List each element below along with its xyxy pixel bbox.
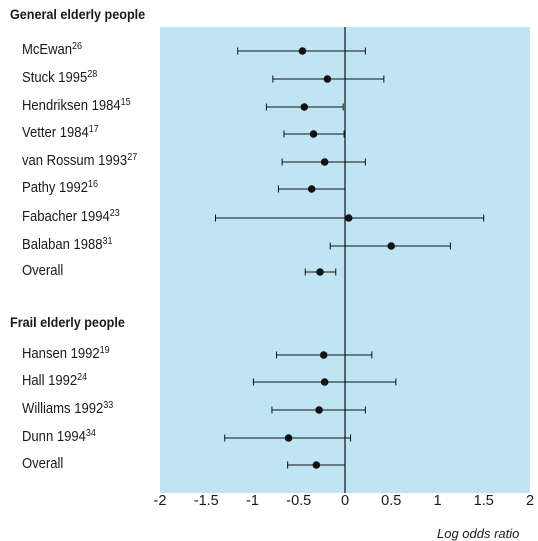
- study-label: Hansen 199219: [22, 345, 110, 363]
- point-estimate: [320, 158, 329, 166]
- study-reference: 24: [77, 372, 88, 383]
- x-tick-label: -2: [153, 493, 167, 509]
- x-tick-label: -1.5: [193, 493, 219, 509]
- study-reference: 23: [109, 208, 120, 219]
- point-estimate: [316, 268, 324, 276]
- study-reference: 34: [85, 428, 96, 439]
- x-tick-label: 1: [433, 493, 442, 509]
- study-label: McEwan26: [22, 41, 83, 59]
- group-heading: Frail elderly people: [10, 314, 125, 330]
- study-label: Vetter 198417: [22, 124, 99, 142]
- study-label: Dunn 199434: [22, 428, 96, 446]
- study-reference: 28: [87, 69, 98, 80]
- study-reference: 17: [88, 124, 99, 135]
- point-estimate: [344, 214, 353, 222]
- study-label: Pathy 199216: [22, 179, 99, 197]
- x-tick-label: -1: [246, 493, 259, 509]
- point-estimate: [315, 406, 323, 414]
- point-estimate: [284, 434, 293, 442]
- point-estimate: [323, 75, 332, 83]
- study-reference: 16: [88, 179, 99, 190]
- point-estimate: [387, 242, 396, 250]
- x-tick-label: 0.5: [381, 493, 402, 509]
- x-axis-label: Log odds ratio: [437, 526, 520, 541]
- x-tick-label: -0.5: [286, 493, 312, 509]
- study-label: Fabacher 199423: [22, 208, 120, 226]
- x-tick-label: 2: [525, 493, 535, 509]
- group-heading: General elderly people: [10, 6, 146, 22]
- study-label: Hall 199224: [22, 372, 88, 390]
- study-label: Overall: [22, 456, 64, 472]
- x-tick-label: 1.5: [473, 493, 494, 509]
- study-label: Overall: [22, 263, 64, 279]
- study-label: Hendriksen 198415: [22, 97, 131, 115]
- study-label: Stuck 199528: [22, 69, 98, 87]
- point-estimate: [320, 378, 329, 386]
- study-reference: 31: [102, 236, 113, 247]
- point-estimate: [319, 351, 328, 359]
- x-tick-label: 0: [340, 493, 350, 509]
- point-estimate: [300, 103, 309, 111]
- study-reference: 15: [120, 97, 131, 108]
- point-estimate: [309, 130, 318, 138]
- study-reference: 33: [103, 400, 114, 411]
- study-label: Williams 199233: [22, 400, 114, 418]
- point-estimate: [298, 47, 307, 55]
- study-label: van Rossum 199327: [22, 152, 138, 170]
- study-reference: 27: [127, 152, 138, 163]
- point-estimate: [307, 185, 316, 193]
- point-estimate: [312, 461, 321, 469]
- study-reference: 26: [72, 41, 83, 52]
- study-reference: 19: [99, 345, 110, 356]
- study-label: Balaban 198831: [22, 236, 113, 254]
